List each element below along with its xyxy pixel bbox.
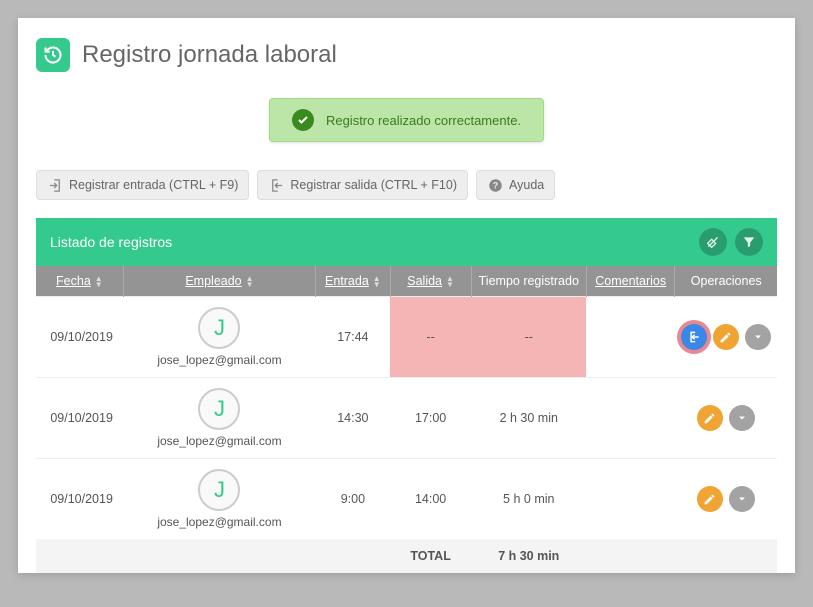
sort-icon: ▲▼: [373, 276, 381, 288]
svg-text:?: ?: [492, 180, 497, 190]
cell-tiempo: 2 h 30 min: [471, 378, 586, 459]
login-icon: [47, 177, 63, 193]
register-entry-button[interactable]: Registrar entrada (CTRL + F9): [36, 170, 249, 200]
employee-email: jose_lopez@gmail.com: [157, 434, 281, 448]
success-alert: Registro realizado correctamente.: [269, 98, 544, 142]
row-edit-button[interactable]: [697, 486, 723, 512]
sort-icon: ▲▼: [95, 276, 103, 288]
main-card: Registro jornada laboral Registro realiz…: [18, 18, 795, 573]
register-exit-button[interactable]: Registrar salida (CTRL + F10): [257, 170, 468, 200]
row-edit-button[interactable]: [697, 405, 723, 431]
cell-empleado: Jjose_lopez@gmail.com: [123, 297, 315, 378]
sort-icon: ▲▼: [446, 276, 454, 288]
th-salida[interactable]: Salida▲▼: [390, 266, 471, 297]
cell-entrada: 14:30: [316, 378, 390, 459]
th-tiempo: Tiempo registrado: [471, 266, 586, 297]
panel-title: Listado de registros: [50, 234, 172, 250]
panel-pin-button[interactable]: [699, 228, 727, 256]
th-operaciones: Operaciones: [675, 266, 777, 297]
total-value: 7 h 30 min: [471, 539, 586, 573]
row-more-button[interactable]: [745, 324, 771, 350]
panel-filter-button[interactable]: [735, 228, 763, 256]
avatar: J: [198, 388, 240, 430]
history-icon: [36, 38, 70, 72]
button-label: Ayuda: [509, 178, 544, 192]
th-empleado[interactable]: Empleado▲▼: [123, 266, 315, 297]
cell-entrada: 9:00: [316, 459, 390, 540]
cell-empleado: Jjose_lopez@gmail.com: [123, 378, 315, 459]
cell-operaciones: [675, 297, 777, 378]
table-row: 09/10/2019Jjose_lopez@gmail.com9:0014:00…: [36, 459, 777, 540]
cell-empleado: Jjose_lopez@gmail.com: [123, 459, 315, 540]
cell-tiempo: 5 h 0 min: [471, 459, 586, 540]
button-label: Registrar entrada (CTRL + F9): [69, 178, 238, 192]
check-icon: [292, 109, 314, 131]
alert-container: Registro realizado correctamente.: [36, 98, 777, 142]
panel-header: Listado de registros: [36, 218, 777, 266]
cell-fecha: 09/10/2019: [36, 297, 123, 378]
cell-salida: 14:00: [390, 459, 471, 540]
cell-comentarios: [586, 297, 675, 378]
th-comentarios[interactable]: Comentarios: [586, 266, 675, 297]
table-header: Fecha▲▼ Empleado▲▼ Entrada▲▼ Salida▲▼ Ti…: [36, 266, 777, 297]
th-fecha[interactable]: Fecha▲▼: [36, 266, 123, 297]
avatar: J: [198, 469, 240, 511]
cell-entrada: 17:44: [316, 297, 390, 378]
cell-salida: 17:00: [390, 378, 471, 459]
row-more-button[interactable]: [729, 405, 755, 431]
avatar: J: [198, 307, 240, 349]
table-footer: TOTAL 7 h 30 min: [36, 539, 777, 573]
page-header: Registro jornada laboral: [36, 38, 777, 72]
alert-text: Registro realizado correctamente.: [326, 113, 521, 128]
total-label: TOTAL: [390, 539, 471, 573]
logout-icon: [268, 177, 284, 193]
cell-operaciones: [675, 378, 777, 459]
cell-comentarios: [586, 459, 675, 540]
button-label: Registrar salida (CTRL + F10): [290, 178, 457, 192]
help-icon: ?: [487, 177, 503, 193]
table-row: 09/10/2019Jjose_lopez@gmail.com17:44----: [36, 297, 777, 378]
employee-email: jose_lopez@gmail.com: [157, 353, 281, 367]
help-button[interactable]: ? Ayuda: [476, 170, 555, 200]
cell-comentarios: [586, 378, 675, 459]
table-body: 09/10/2019Jjose_lopez@gmail.com17:44----…: [36, 297, 777, 540]
row-more-button[interactable]: [729, 486, 755, 512]
page-title: Registro jornada laboral: [82, 41, 337, 69]
table-row: 09/10/2019Jjose_lopez@gmail.com14:3017:0…: [36, 378, 777, 459]
sort-icon: ▲▼: [246, 276, 254, 288]
records-table: Fecha▲▼ Empleado▲▼ Entrada▲▼ Salida▲▼ Ti…: [36, 266, 777, 573]
cell-salida: --: [390, 297, 471, 378]
panel-actions: [699, 228, 763, 256]
cell-tiempo: --: [471, 297, 586, 378]
th-entrada[interactable]: Entrada▲▼: [316, 266, 390, 297]
toolbar: Registrar entrada (CTRL + F9) Registrar …: [36, 170, 777, 200]
row-exit-button[interactable]: [681, 324, 707, 350]
employee-email: jose_lopez@gmail.com: [157, 515, 281, 529]
cell-fecha: 09/10/2019: [36, 459, 123, 540]
cell-fecha: 09/10/2019: [36, 378, 123, 459]
row-edit-button[interactable]: [713, 324, 739, 350]
cell-operaciones: [675, 459, 777, 540]
